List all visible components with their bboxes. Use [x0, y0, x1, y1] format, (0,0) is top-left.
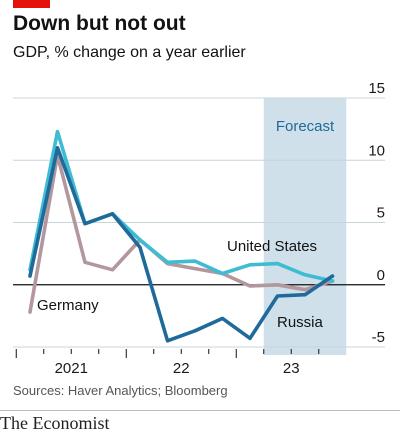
united-states-series-label: United States [227, 238, 317, 255]
line-chart: -5 0 5 10 15 2021 22 23 Forecast United States… [13, 80, 385, 377]
series-lines [28, 129, 335, 343]
y-tick-label: 10 [368, 142, 385, 159]
x-tick-label: 22 [173, 360, 190, 377]
x-axis-ticks: 2021 22 23 [15, 349, 320, 377]
chart-title: Down but not out [13, 12, 186, 35]
source-note: Sources: Haver Analytics; Bloomberg [13, 383, 228, 398]
germany-series-line [28, 153, 335, 314]
y-axis-tick-labels: -5 0 5 10 15 [368, 80, 385, 346]
y-tick-label: 0 [377, 267, 385, 284]
forecast-label: Forecast [276, 118, 335, 135]
y-tick-label: 5 [377, 205, 385, 222]
forecast-band [263, 98, 347, 355]
y-tick-label: 15 [368, 80, 385, 97]
y-tick-label: -5 [372, 329, 385, 346]
footer-rule [0, 410, 400, 411]
russia-series-label: Russia [277, 314, 324, 331]
germany-series-label: Germany [37, 297, 99, 314]
x-tick-label: 23 [283, 360, 300, 377]
brand-red-tag [13, 0, 50, 8]
x-tick-label: 2021 [55, 360, 88, 377]
chart-subtitle: GDP, % change on a year earlier [13, 44, 246, 61]
russia-series-line [28, 146, 335, 343]
publisher-logo: The Economist [0, 413, 110, 433]
